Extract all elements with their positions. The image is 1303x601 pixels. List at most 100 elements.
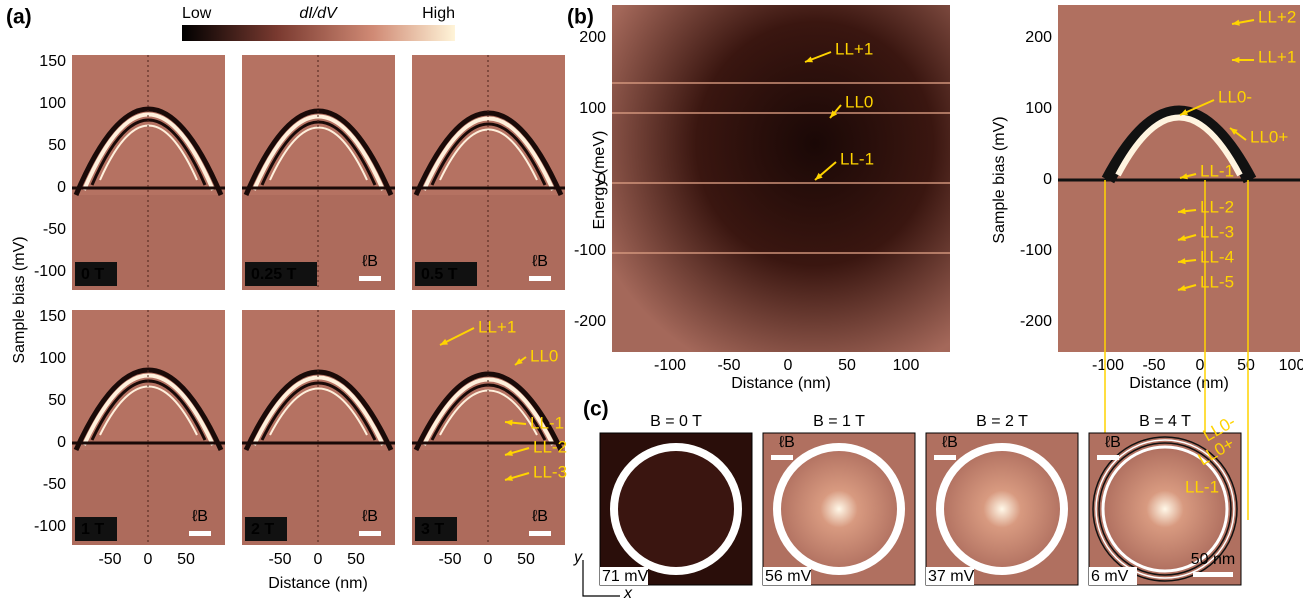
x-tick-label: -50 [1142, 357, 1165, 374]
x-tick-label: 0 [314, 551, 323, 568]
annotation: LL-2 [533, 437, 567, 456]
x-tick-label: -100 [654, 357, 686, 374]
scale-bar [529, 531, 551, 536]
x-tick-label: 0 [784, 357, 793, 374]
ll-arc [439, 128, 538, 181]
x-tick-label: -50 [268, 551, 291, 568]
y-tick-label: 50 [48, 392, 66, 409]
colorbar-title: dI/dV [299, 5, 338, 22]
scale-label: ℓB [362, 508, 378, 525]
map-title: B = 0 T [650, 413, 702, 430]
y-tick-label: 150 [39, 53, 66, 70]
scale-bar [189, 531, 211, 536]
arrow-head [1178, 208, 1186, 215]
field-box [415, 262, 477, 286]
y-tick-label: -50 [43, 476, 66, 493]
scale-bar [359, 531, 381, 536]
ll-arc [413, 371, 564, 452]
x-tick-label: -100 [1092, 357, 1124, 374]
x-tick-label: 50 [1237, 357, 1255, 374]
axis-arrow [582, 560, 620, 597]
annotation: LL+1 [835, 39, 873, 58]
x-tick-label: 0 [144, 551, 153, 568]
bias-label: 37 mV [928, 568, 975, 585]
scale-bar-label: 50 nm [1191, 551, 1235, 568]
ll-arc [422, 116, 555, 191]
bias-label: 6 mV [1091, 568, 1129, 585]
annotation: LL0 [845, 92, 873, 111]
y-tick-label: 100 [39, 350, 66, 367]
map-ring [1092, 436, 1238, 582]
field-label: 1 T [81, 521, 104, 538]
y-tick-label: -50 [43, 221, 66, 238]
y-tick-label: 0 [57, 179, 66, 196]
map-title: B = 2 T [976, 413, 1028, 430]
arrow-head [440, 338, 448, 345]
colorbar [182, 25, 455, 41]
scale-label: ℓB [1105, 434, 1121, 451]
arrow-head [1232, 19, 1240, 26]
ll-arc [252, 375, 385, 446]
x-axis-label: Distance (nm) [731, 375, 831, 392]
map-ring [610, 443, 742, 575]
arrow-head [1180, 173, 1188, 180]
annotation: LL-1 [530, 413, 564, 432]
y-tick-label: 0 [597, 171, 606, 188]
axis-label: x [623, 585, 633, 601]
map-frame [1088, 432, 1242, 586]
annotation: LL-1 [840, 149, 874, 168]
scale-label: ℓB [532, 508, 548, 525]
y-tick-label: 0 [57, 434, 66, 451]
map-ring [936, 443, 1068, 575]
ll-arc [413, 110, 564, 197]
panel-label: (b) [567, 6, 594, 29]
field-box [415, 517, 457, 541]
annotation: LL-1 [1185, 477, 1219, 496]
bias-box [926, 567, 974, 585]
y-axis-label: Sample bias (mV) [11, 236, 28, 363]
annotation: LL0 [530, 346, 558, 365]
x-tick-label: 50 [347, 551, 365, 568]
y-tick-label: 100 [579, 100, 606, 117]
arrow-head [805, 56, 813, 63]
colorbar-low: Low [182, 5, 212, 22]
y-tick-label: -200 [574, 313, 606, 330]
arrow-head [505, 449, 513, 456]
annotation: LL0- [1218, 87, 1252, 106]
field-label: 2 T [251, 521, 274, 538]
ll-arc [1101, 105, 1257, 184]
annotation: LL-2 [1200, 197, 1234, 216]
bias-box [763, 567, 811, 585]
y-axis-label: Energy (meV) [591, 131, 608, 230]
map-ring [1098, 442, 1232, 576]
field-box [75, 517, 117, 541]
x-tick-label: 0 [1196, 357, 1205, 374]
scale-label: ℓB [942, 434, 958, 451]
bias-label: 56 mV [765, 568, 812, 585]
y-tick-label: -100 [574, 242, 606, 259]
ll-arc [430, 122, 547, 186]
x-tick-label: -50 [438, 551, 461, 568]
arrow-head [515, 358, 523, 365]
arrow-head [1178, 235, 1186, 242]
map-ring [1095, 439, 1235, 579]
scale-label: ℓB [362, 253, 378, 270]
scale-bar [1193, 572, 1233, 577]
arrow-head [505, 419, 513, 426]
x-tick-label: 0 [484, 551, 493, 568]
arrow-head [1178, 258, 1186, 265]
annotation: LL-3 [1200, 222, 1234, 241]
y-tick-label: -100 [34, 518, 66, 535]
scale-label: ℓB [192, 508, 208, 525]
field-label: 3 T [421, 521, 444, 538]
field-box [245, 262, 317, 286]
bias-box [600, 567, 648, 585]
ll-arc [82, 112, 215, 191]
map-frame [762, 432, 916, 586]
x-tick-label: 50 [177, 551, 195, 568]
map-frame [599, 432, 753, 586]
y-tick-label: 100 [1025, 100, 1052, 117]
field-box [245, 517, 287, 541]
scale-bar [1097, 455, 1119, 460]
arrow-head [1230, 128, 1238, 135]
